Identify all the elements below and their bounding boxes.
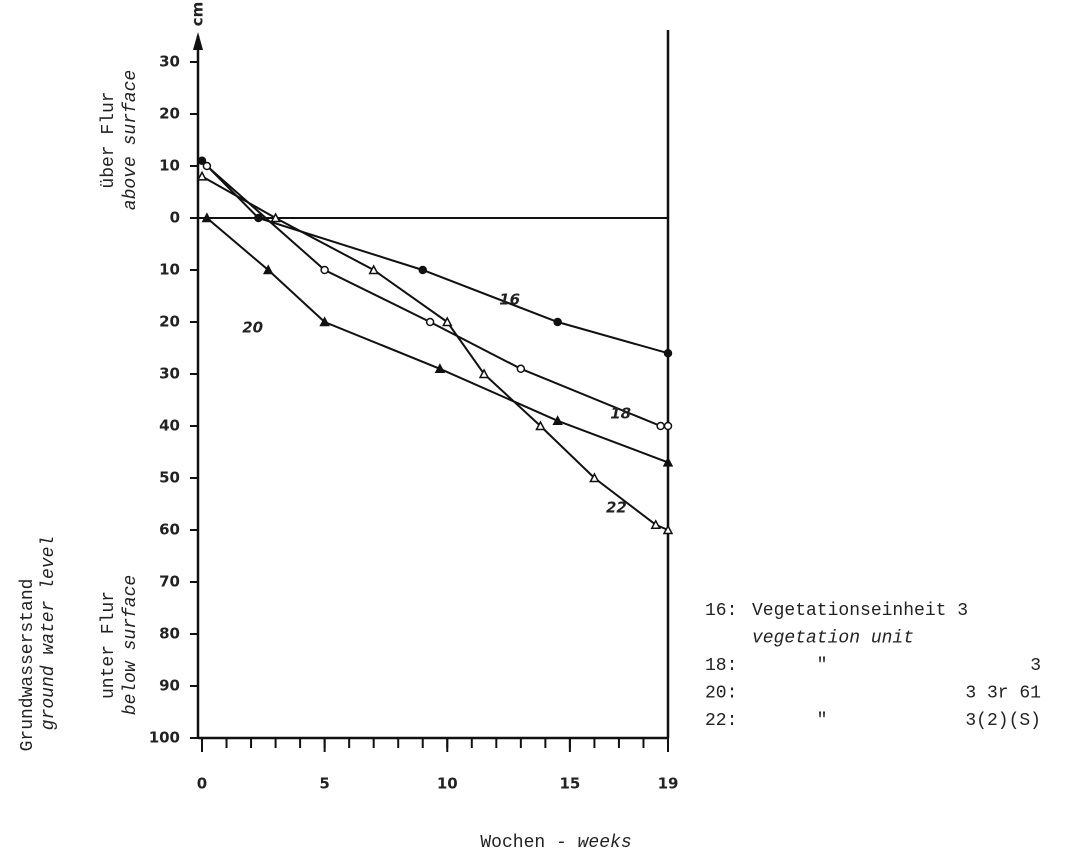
y-unit: cm [189, 2, 207, 27]
y-tick-label: 30 [159, 53, 180, 71]
y-tick-label: 70 [159, 573, 180, 591]
y-label: unter Flur [99, 591, 119, 699]
y-tick-label: 30 [159, 365, 180, 383]
x-tick-label: 10 [437, 775, 458, 793]
point [434, 363, 446, 374]
point [535, 420, 546, 431]
x-label-en: weeks [578, 833, 632, 853]
point [650, 519, 661, 530]
point [262, 264, 274, 275]
legend-ditto: " [817, 656, 828, 676]
y-tick-label: 0 [170, 209, 180, 227]
point [663, 348, 673, 358]
legend-text: vegetation unit [752, 628, 914, 648]
y-label: ground water level [39, 536, 59, 730]
y-tick-label: 90 [159, 677, 180, 695]
legend-text: 3 [1030, 656, 1041, 676]
y-tick-label: 100 [149, 729, 180, 747]
y-tick-label: 20 [159, 105, 180, 123]
y-tick-label: 40 [159, 417, 180, 435]
point [202, 161, 212, 171]
point [662, 456, 674, 467]
series-line [201, 175, 669, 531]
series-label: 16 [499, 291, 520, 309]
y-tick-label: 60 [159, 521, 180, 539]
x-tick-label: 0 [197, 775, 207, 793]
point [319, 316, 330, 327]
point [425, 317, 435, 327]
x-tick-label: 5 [319, 775, 329, 793]
series-label: 18 [610, 405, 631, 423]
y-tick-label: 10 [159, 157, 180, 175]
point [663, 421, 673, 431]
point [442, 316, 453, 327]
point [197, 156, 207, 166]
x-label: Wochen - weeks [480, 833, 631, 853]
y-tick-label: 80 [159, 625, 180, 643]
point [589, 472, 600, 483]
series-label: 22 [606, 499, 627, 517]
point [270, 212, 281, 223]
y-label: below surface [121, 575, 141, 715]
y-label: über Flur [99, 91, 119, 188]
point [418, 265, 427, 275]
point [368, 264, 379, 275]
x-tick-label: 15 [559, 775, 580, 793]
y-tick-label: 10 [159, 261, 180, 279]
point [553, 317, 562, 327]
legend-text: Vegetationseinheit 3 [752, 601, 968, 621]
point [478, 368, 490, 379]
point [662, 524, 674, 535]
series-line [206, 165, 668, 427]
point [320, 265, 329, 275]
legend-key: 18: [705, 656, 737, 676]
y-axis-arrow [193, 32, 203, 50]
y-tick-label: 20 [159, 313, 180, 331]
point [656, 421, 665, 431]
legend-ditto: " [817, 711, 828, 731]
x-label-de: Wochen - [480, 833, 566, 853]
point [552, 415, 563, 426]
series-label: 20 [242, 319, 263, 337]
y-label: Grundwasserstand [18, 579, 38, 752]
y-label: above surface [121, 70, 141, 210]
point [254, 213, 263, 223]
legend-key: 16: [705, 601, 737, 621]
legend-key: 22: [705, 711, 737, 731]
legend-key: 20: [705, 683, 737, 703]
x-tick-label: 19 [658, 775, 679, 793]
legend-text: 3 3r 61 [965, 683, 1041, 703]
point [201, 212, 213, 223]
point [516, 364, 526, 374]
series-line [206, 217, 669, 464]
y-tick-label: 50 [159, 469, 180, 487]
point [196, 170, 208, 181]
legend-text: 3(2)(S) [965, 711, 1041, 731]
